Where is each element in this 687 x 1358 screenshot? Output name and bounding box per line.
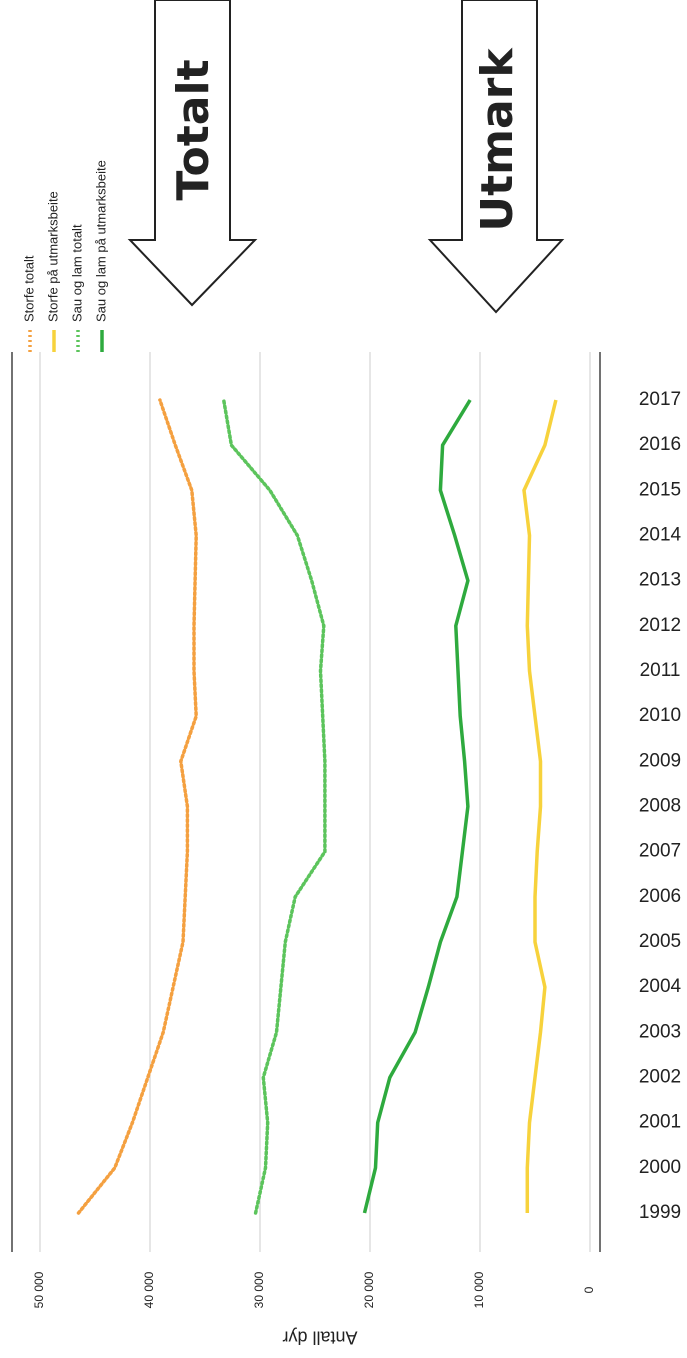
y-tick-label: 30 000: [252, 1271, 266, 1308]
x-tick-label: 2004: [639, 976, 682, 997]
x-tick-label: 2015: [639, 479, 681, 500]
x-tick-label: 1999: [639, 1202, 681, 1223]
line-series: [522, 399, 558, 1213]
y-tick-label: 0: [582, 1286, 596, 1293]
x-tick-label: 2010: [639, 705, 681, 726]
y-tick-label: 40 000: [142, 1271, 156, 1308]
x-tick-label: 2002: [639, 1067, 681, 1088]
x-tick-label: 2014: [639, 525, 682, 546]
x-tick-label: 2003: [639, 1021, 681, 1042]
x-tick-label: 2008: [639, 796, 681, 817]
legend-label: Sau og lam totalt: [69, 224, 84, 322]
annotation: Utmark: [472, 47, 523, 232]
x-tick-label: 2001: [639, 1112, 681, 1133]
arrow: [427, 0, 565, 314]
y-tick-label: 50 000: [32, 1271, 46, 1308]
x-tick-label: 2016: [639, 434, 681, 455]
line-series: [362, 399, 472, 1214]
x-tick-label: 2005: [639, 931, 681, 952]
legend-label: Storfe totalt: [21, 255, 36, 322]
line-series: [76, 398, 198, 1215]
legend-label: Storfe på utmarksbeite: [45, 191, 60, 322]
x-tick-label: 2007: [639, 841, 681, 862]
x-tick-label: 2006: [639, 886, 681, 907]
arrow: [127, 0, 258, 307]
x-tick-label: 2017: [639, 389, 681, 410]
annotation: Totalt: [168, 59, 219, 200]
y-tick-label: 10 000: [472, 1271, 486, 1308]
x-tick-label: 2000: [639, 1157, 681, 1178]
x-tick-label: 2013: [639, 570, 681, 591]
x-tick-label: 2011: [640, 660, 681, 681]
axis-label: Antall dyr: [282, 1327, 357, 1347]
x-tick-label: 2009: [639, 750, 681, 771]
legend-label: Sau og lam på utmarksbeite: [93, 160, 108, 322]
line-series: [221, 398, 327, 1215]
x-tick-label: 2012: [639, 615, 681, 636]
y-tick-label: 20 000: [362, 1271, 376, 1308]
